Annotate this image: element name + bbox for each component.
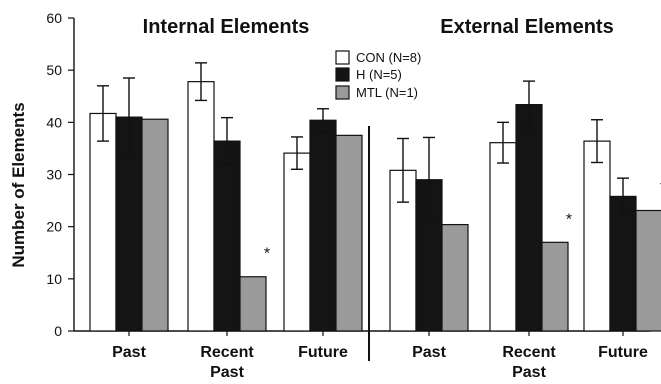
legend-swatch-con: [335, 50, 350, 65]
bar-internal-elements-recent-past-con-n-8: [187, 81, 215, 332]
category-label-external-elements-recent-past-1: Past: [512, 364, 546, 379]
bar-internal-elements-future-mtl-n-1: [335, 134, 363, 332]
bar-external-elements-recent-past-h-n-5: [515, 103, 543, 332]
category-label-external-elements-recent-past-0: Recent: [502, 344, 556, 361]
y-tick-label-0: 0: [54, 323, 62, 339]
bar-external-elements-future-mtl-n-1: [635, 209, 661, 332]
y-tick-label-6: 60: [46, 10, 62, 26]
category-label-internal-elements-future-0: Future: [298, 344, 348, 361]
legend-swatch-h: [335, 67, 350, 82]
bars: [89, 81, 661, 332]
y-axis: 0 10 20 30 40 50 60: [46, 10, 75, 339]
category-label-external-elements-past-0: Past: [412, 344, 446, 361]
significance-marker-external-elements-future: *: [660, 179, 661, 196]
legend-label-con: CON (N=8): [356, 50, 421, 65]
panel-title-external-elements: External Elements: [440, 16, 613, 38]
legend-label-h: H (N=5): [356, 67, 402, 82]
panel-title-internal-elements: Internal Elements: [143, 16, 310, 38]
y-tick-label-2: 20: [46, 219, 62, 235]
y-tick-label-5: 50: [46, 62, 62, 78]
bar-external-elements-recent-past-mtl-n-1: [541, 241, 569, 332]
y-tick-label-1: 10: [46, 271, 62, 287]
category-label-internal-elements-past-0: Past: [112, 344, 146, 361]
bar-internal-elements-past-con-n-8: [89, 112, 117, 332]
legend-label-mtl: MTL (N=1): [356, 85, 418, 100]
panel-titles: Internal Elements External Elements: [143, 16, 614, 38]
y-axis-label: Number of Elements: [9, 102, 28, 267]
bar-internal-elements-recent-past-h-n-5: [213, 140, 241, 332]
bar-external-elements-future-con-n-8: [583, 140, 611, 332]
error-bars: [97, 62, 629, 223]
category-label-internal-elements-recent-past-0: Recent: [200, 344, 254, 361]
bar-internal-elements-past-mtl-n-1: [141, 118, 169, 332]
bar-external-elements-past-h-n-5: [415, 179, 443, 332]
bar-external-elements-future-h-n-5: [609, 195, 637, 332]
annotations: * * *: [264, 179, 661, 262]
y-tick-label-3: 30: [46, 167, 62, 183]
significance-marker-external-elements-recent-past: *: [566, 211, 572, 228]
y-tick-label-4: 40: [46, 114, 62, 130]
bar-internal-elements-future-con-n-8: [283, 152, 311, 332]
significance-marker-internal-elements-recent-past: *: [264, 246, 270, 263]
bar-internal-elements-recent-past-mtl-n-1: [239, 276, 267, 332]
legend-swatch-mtl: [335, 85, 350, 100]
bar-internal-elements-future-h-n-5: [309, 119, 337, 332]
legend: CON (N=8) H (N=5) MTL (N=1): [335, 50, 421, 100]
category-label-internal-elements-recent-past-1: Past: [210, 364, 244, 379]
category-label-external-elements-future-0: Future: [598, 344, 648, 361]
bar-external-elements-recent-past-con-n-8: [489, 142, 517, 332]
category-labels: Past Recent Past Future Past Recent Past Future: [112, 344, 648, 381]
bar-internal-elements-past-h-n-5: [115, 116, 143, 332]
bar-external-elements-past-mtl-n-1: [441, 223, 469, 332]
